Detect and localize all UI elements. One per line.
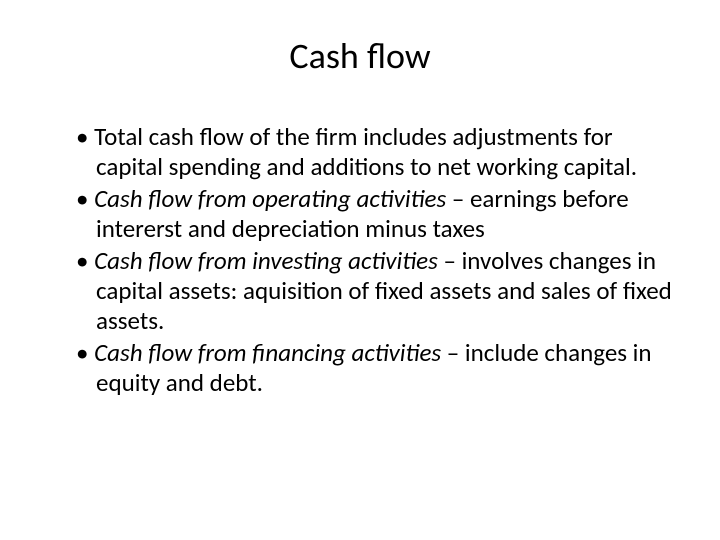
list-item: Cash flow from financing activities – in… xyxy=(96,338,672,398)
list-item: Cash flow from investing activities – in… xyxy=(96,246,672,336)
slide: Cash flow Total cash flow of the firm in… xyxy=(0,0,720,540)
list-item: Total cash flow of the firm includes adj… xyxy=(96,122,672,182)
bullet-list: Total cash flow of the firm includes adj… xyxy=(48,122,672,398)
bullet-lead: Cash flow from investing activities xyxy=(94,245,438,276)
list-item: Cash flow from operating activities – ea… xyxy=(96,184,672,244)
slide-title: Cash flow xyxy=(48,34,672,78)
bullet-lead: Cash flow from financing activities xyxy=(94,337,441,368)
bullet-lead: Cash flow from operating activities xyxy=(94,183,446,214)
bullet-text: Total cash flow of the firm includes adj… xyxy=(94,121,637,182)
